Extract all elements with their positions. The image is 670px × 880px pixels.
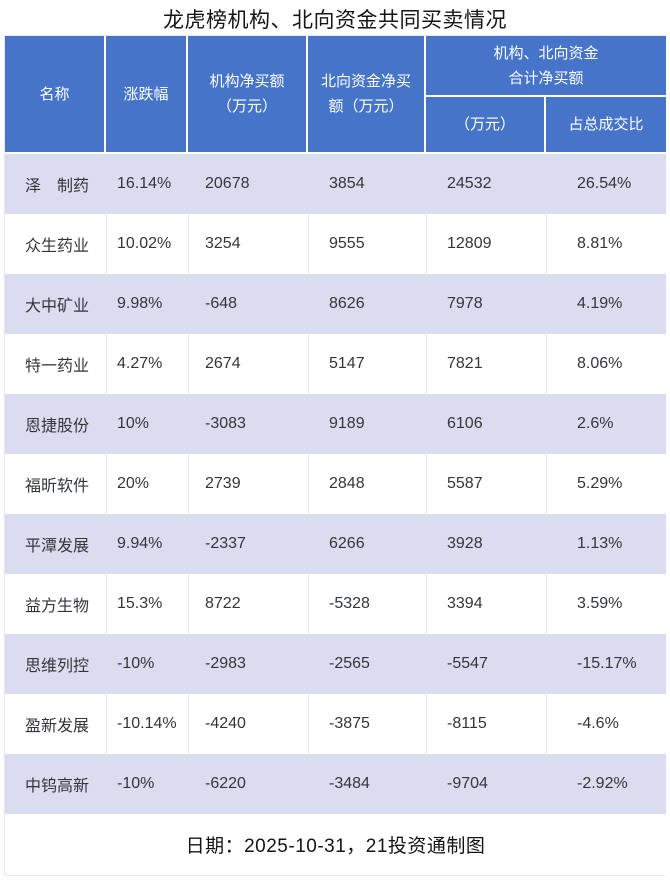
stock-name-cell: 益方生物 <box>5 574 106 634</box>
value-cell: 12809 <box>426 214 546 274</box>
value-cell: 8722 <box>188 574 308 634</box>
stock-name-cell: 众生药业 <box>5 214 106 274</box>
col-header-change: 涨跌幅 <box>106 36 188 154</box>
value-cell: 20% <box>106 454 188 514</box>
stock-name-cell: 平潭发展 <box>5 514 106 574</box>
value-cell: 9555 <box>308 214 426 274</box>
data-table: 名称 涨跌幅 机构净买额 （万元） 北向资金净买 额（万元） 机构、北向资金 合… <box>5 36 667 875</box>
table-row: 众生药业 10.02% 3254 9555 12809 8.81% <box>5 214 667 274</box>
value-cell: -2983 <box>188 634 308 694</box>
header-row-1: 名称 涨跌幅 机构净买额 （万元） 北向资金净买 额（万元） 机构、北向资金 合… <box>5 36 667 154</box>
value-cell: 3254 <box>188 214 308 274</box>
value-cell: 6266 <box>308 514 426 574</box>
stock-name-cell: 思维列控 <box>5 634 106 694</box>
value-cell: 4.27% <box>106 334 188 394</box>
value-cell: 26.54% <box>546 154 667 214</box>
table-row: 盈新发展 -10.14% -4240 -3875 -8115 -4.6% <box>5 694 667 754</box>
value-cell: -10% <box>106 634 188 694</box>
value-cell: -8115 <box>426 694 546 754</box>
table-row: 福昕软件 20% 2739 2848 5587 5.29% <box>5 454 667 514</box>
value-cell: -5547 <box>426 634 546 694</box>
value-cell: 9.94% <box>106 514 188 574</box>
value-cell: 5587 <box>426 454 546 514</box>
value-cell: 2739 <box>188 454 308 514</box>
value-cell: 3394 <box>426 574 546 634</box>
value-cell: 8.81% <box>546 214 667 274</box>
value-cell: -5328 <box>308 574 426 634</box>
header-row-2: （万元） 占总成交比 <box>5 97 667 154</box>
value-cell: 3854 <box>308 154 426 214</box>
value-cell: 2674 <box>188 334 308 394</box>
stock-name-cell: 盈新发展 <box>5 694 106 754</box>
value-cell: 8626 <box>308 274 426 334</box>
value-cell: 8.06% <box>546 334 667 394</box>
stock-name-cell: 福昕软件 <box>5 454 106 514</box>
value-cell: -9704 <box>426 754 546 814</box>
value-cell: -3083 <box>188 394 308 454</box>
col-header-inst-net: 机构净买额 （万元） <box>188 36 308 154</box>
table-row: 特一药业 4.27% 2674 5147 7821 8.06% <box>5 334 667 394</box>
page-title: 龙虎榜机构、北向资金共同买卖情况 <box>163 9 507 32</box>
table-row: 思维列控 -10% -2983 -2565 -5547 -15.17% <box>5 634 667 694</box>
value-cell: 10.02% <box>106 214 188 274</box>
value-cell: -6220 <box>188 754 308 814</box>
value-cell: 7978 <box>426 274 546 334</box>
value-cell: -4.6% <box>546 694 667 754</box>
col-header-combined-group: 机构、北向资金 合计净买额 <box>426 36 667 97</box>
value-cell: 2.6% <box>546 394 667 454</box>
footer-note: 日期：2025-10-31，21投资通制图 <box>5 814 667 875</box>
value-cell: -10.14% <box>106 694 188 754</box>
table-footer: 日期：2025-10-31，21投资通制图 <box>5 814 667 875</box>
value-cell: 5.29% <box>546 454 667 514</box>
value-cell: 9.98% <box>106 274 188 334</box>
value-cell: 3928 <box>426 514 546 574</box>
value-cell: -15.17% <box>546 634 667 694</box>
value-cell: 10% <box>106 394 188 454</box>
table-row: 中钨高新 -10% -6220 -3484 -9704 -2.92% <box>5 754 667 814</box>
value-cell: -648 <box>188 274 308 334</box>
col-header-combined-amount: （万元） <box>426 97 546 154</box>
table-row: 泽 制药 16.14% 20678 3854 24532 26.54% <box>5 154 667 214</box>
value-cell: 7821 <box>426 334 546 394</box>
stock-name-cell: 特一药业 <box>5 334 106 394</box>
table-row: 平潭发展 9.94% -2337 6266 3928 1.13% <box>5 514 667 574</box>
footer-row: 日期：2025-10-31，21投资通制图 <box>5 814 667 875</box>
value-cell: 24532 <box>426 154 546 214</box>
value-cell: 20678 <box>188 154 308 214</box>
table-row: 益方生物 15.3% 8722 -5328 3394 3.59% <box>5 574 667 634</box>
value-cell: 6106 <box>426 394 546 454</box>
value-cell: 4.19% <box>546 274 667 334</box>
value-cell: -4240 <box>188 694 308 754</box>
table-row: 大中矿业 9.98% -648 8626 7978 4.19% <box>5 274 667 334</box>
stock-name-cell: 恩捷股份 <box>5 394 106 454</box>
value-cell: 3.59% <box>546 574 667 634</box>
table-body: 泽 制药 16.14% 20678 3854 24532 26.54% 众生药业 10.02%… <box>5 154 667 814</box>
col-header-north-net: 北向资金净买 额（万元） <box>308 36 426 154</box>
stock-name-cell: 泽 制药 <box>5 154 106 214</box>
value-cell: -2337 <box>188 514 308 574</box>
value-cell: 5147 <box>308 334 426 394</box>
col-header-combined-ratio: 占总成交比 <box>546 97 667 154</box>
value-cell: 1.13% <box>546 514 667 574</box>
stock-name-cell: 中钨高新 <box>5 754 106 814</box>
value-cell: -3484 <box>308 754 426 814</box>
value-cell: 15.3% <box>106 574 188 634</box>
table-header: 名称 涨跌幅 机构净买额 （万元） 北向资金净买 额（万元） 机构、北向资金 合… <box>5 36 667 154</box>
value-cell: -2.92% <box>546 754 667 814</box>
stock-name-cell: 大中矿业 <box>5 274 106 334</box>
value-cell: -2565 <box>308 634 426 694</box>
table-container: 名称 涨跌幅 机构净买额 （万元） 北向资金净买 额（万元） 机构、北向资金 合… <box>4 35 667 876</box>
value-cell: -3875 <box>308 694 426 754</box>
value-cell: 9189 <box>308 394 426 454</box>
value-cell: -10% <box>106 754 188 814</box>
col-header-name: 名称 <box>5 36 106 154</box>
value-cell: 16.14% <box>106 154 188 214</box>
value-cell: 2848 <box>308 454 426 514</box>
table-row: 恩捷股份 10% -3083 9189 6106 2.6% <box>5 394 667 454</box>
